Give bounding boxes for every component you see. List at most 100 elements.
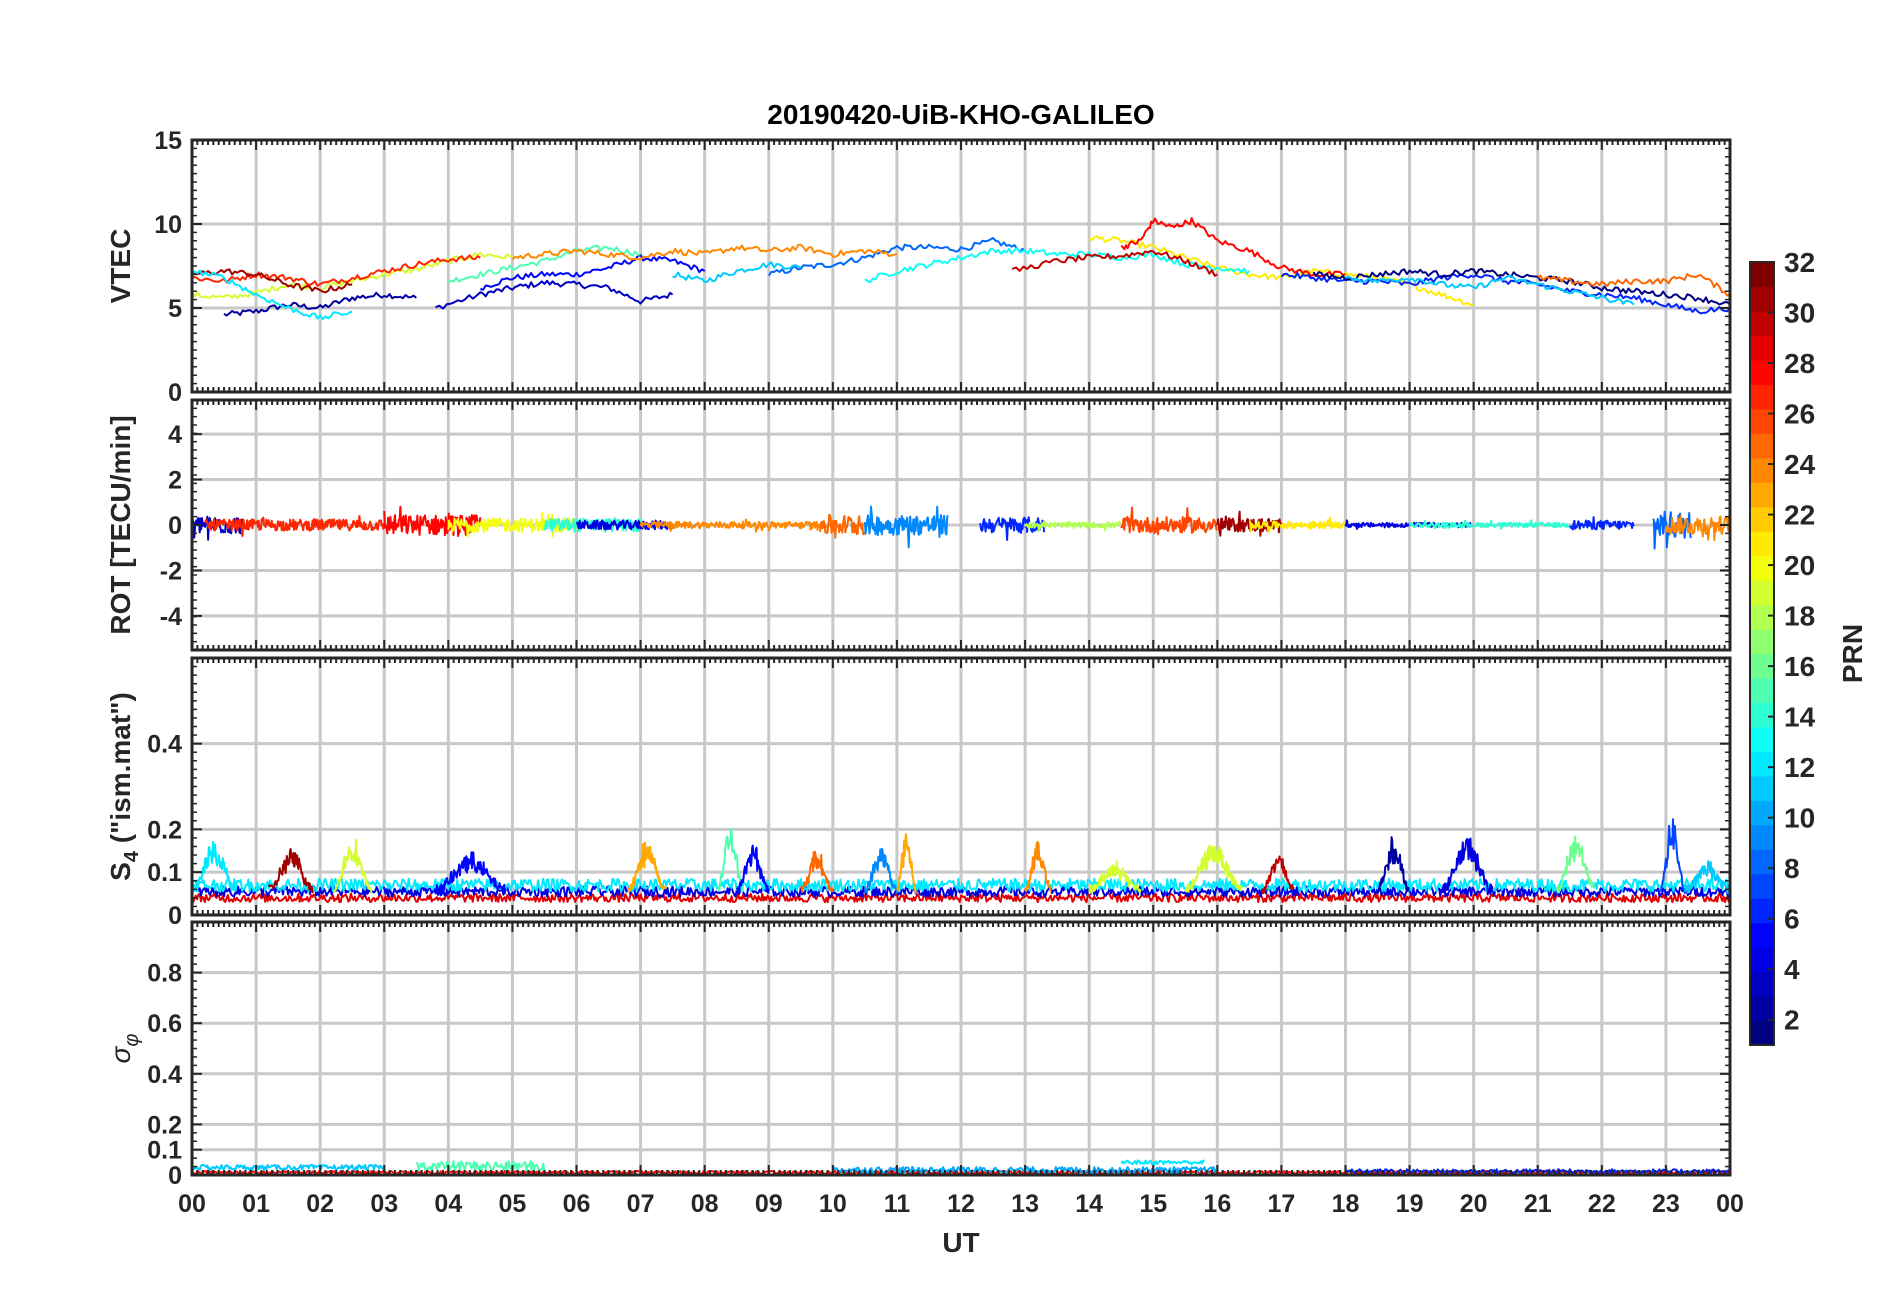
colorbar-step: [1750, 849, 1774, 875]
colorbar-tick-label: 10: [1784, 803, 1815, 834]
colorbar-step: [1750, 996, 1774, 1022]
x-tick-label: 12: [947, 1190, 975, 1218]
y-tick-label: 0: [168, 512, 182, 540]
series-line-prn-28: [1120, 217, 1346, 278]
colorbar-step: [1750, 384, 1774, 410]
colorbar-tick-label: 2: [1784, 1005, 1800, 1036]
series-line-prn-28: [383, 505, 482, 537]
x-tick-label: 18: [1332, 1190, 1360, 1218]
series-line-prn-24: [511, 243, 898, 261]
colorbar-step: [1750, 335, 1774, 361]
y-tick-label: 4: [168, 421, 182, 449]
series-line-prn-9: [863, 505, 949, 549]
series-line-prn-15: [447, 244, 641, 284]
x-tick-label: 09: [755, 1190, 783, 1218]
y-axis-label: σφ: [105, 1034, 143, 1064]
panel-2: -4 -2 0 2 4 ROT [TECU/min]: [105, 398, 1732, 652]
series-line-prn-30: [1011, 249, 1218, 277]
x-tick-label: 11: [884, 1190, 911, 1218]
series-line-prn-1: [1312, 268, 1730, 306]
y-ticks: 00.10.2 0.4 0.6 0.8: [147, 921, 1730, 1190]
series-line-prn-16: [1556, 835, 1596, 894]
panel-1: 0 5 10 15 VTEC: [105, 127, 1732, 407]
x-ticks: [191, 400, 1731, 650]
x-tick-label: 05: [499, 1190, 527, 1218]
series-line-prn-21: [1248, 516, 1345, 534]
colorbar-step: [1750, 971, 1774, 997]
series-line-prn-14: [1408, 519, 1571, 530]
series-line-prn-11: [192, 1163, 384, 1171]
x-tick-label: 23: [1652, 1190, 1680, 1218]
x-tick-label: 21: [1524, 1190, 1552, 1218]
colorbar-step: [1750, 824, 1774, 850]
x-ticks: [191, 658, 1731, 915]
y-ticks: -4 -2 0 2 4: [160, 399, 1730, 651]
y-tick-label: 0.2: [147, 1111, 182, 1139]
x-tick-label: 19: [1396, 1190, 1424, 1218]
colorbar-step: [1750, 604, 1774, 630]
colorbar-tick-label: 12: [1784, 752, 1815, 783]
series-line-prn-15: [716, 828, 745, 893]
series-line-prn-30: [1261, 855, 1295, 895]
colorbar-step: [1750, 506, 1774, 532]
x-tick-label: 20: [1460, 1190, 1488, 1218]
x-tick-label: 13: [1011, 1190, 1039, 1218]
x-tick-label: 16: [1203, 1190, 1231, 1218]
colorbar-step: [1750, 262, 1774, 288]
x-tick-label: 15: [1139, 1190, 1167, 1218]
colorbar-tick-label: 32: [1784, 247, 1815, 278]
series-line-prn-27: [203, 515, 385, 537]
series-line-prn-18: [1024, 520, 1122, 532]
colorbar-tick-label: 14: [1784, 702, 1816, 733]
x-tick-label: 02: [306, 1190, 334, 1218]
colorbar-tick-label: 8: [1784, 853, 1800, 884]
series-line-prn-8: [767, 237, 1026, 277]
y-tick-label: 0: [168, 1162, 182, 1190]
series-line-prn-12: [1120, 1159, 1205, 1166]
colorbar-step: [1750, 751, 1774, 777]
colorbar-tick-label: 20: [1784, 550, 1815, 581]
x-tick-labels: 00 01 02 03 04 05 06 07 08 09 10 11 12 13 14 15 16 17 18 19…: [178, 1190, 1744, 1218]
y-tick-label: 0.4: [147, 731, 182, 759]
y-tick-label: 0.8: [147, 960, 182, 988]
series-line-prn-19: [1184, 844, 1244, 893]
colorbar-tick-label: 30: [1784, 298, 1815, 329]
series-line-prn-24: [1024, 840, 1052, 893]
x-tick-label: 03: [370, 1190, 398, 1218]
series-line-prn-29: [192, 892, 1730, 904]
x-tick-label: 00: [178, 1190, 206, 1218]
colorbar-step: [1750, 702, 1774, 728]
series-line-prn-11: [1684, 860, 1730, 894]
series-line-prn-11: [1345, 274, 1635, 306]
x-tick-label: 00: [1716, 1190, 1744, 1218]
series-line-prn-24: [639, 518, 834, 533]
series-line-prn-23: [896, 833, 918, 894]
series-line-prn-11: [672, 261, 802, 283]
panel-4: 00.10.2 0.4 0.6 0.8 σφ: [105, 920, 1732, 1190]
y-tick-label: 0.1: [147, 1137, 182, 1165]
colorbar-step: [1750, 922, 1774, 948]
series-line-prn-31: [192, 268, 353, 294]
series-line-prn-12: [192, 840, 238, 894]
series-line-prn-26: [1120, 506, 1218, 536]
colorbar-step: [1750, 1020, 1774, 1046]
colorbar-tick-label: 22: [1784, 500, 1815, 531]
colorbar-step: [1750, 726, 1774, 752]
colorbar-tick-label: 16: [1784, 651, 1815, 682]
colorbar-step: [1750, 947, 1774, 973]
colorbar-step: [1750, 555, 1774, 581]
series-line-prn-5: [735, 844, 770, 894]
colorbar-tick-label: 26: [1784, 399, 1815, 430]
series-line-prn-19: [1088, 860, 1142, 895]
y-tick-label: 2: [168, 467, 182, 495]
y-tick-label: 5: [168, 295, 182, 323]
y-tick-label: 10: [154, 211, 182, 239]
colorbar-step: [1750, 775, 1774, 801]
series-line-prn-4: [1441, 837, 1494, 894]
colorbar-step: [1750, 310, 1774, 337]
colorbar-step: [1750, 873, 1774, 899]
y-tick-label: 0.2: [147, 816, 182, 844]
y-tick-label: 0: [168, 379, 182, 407]
